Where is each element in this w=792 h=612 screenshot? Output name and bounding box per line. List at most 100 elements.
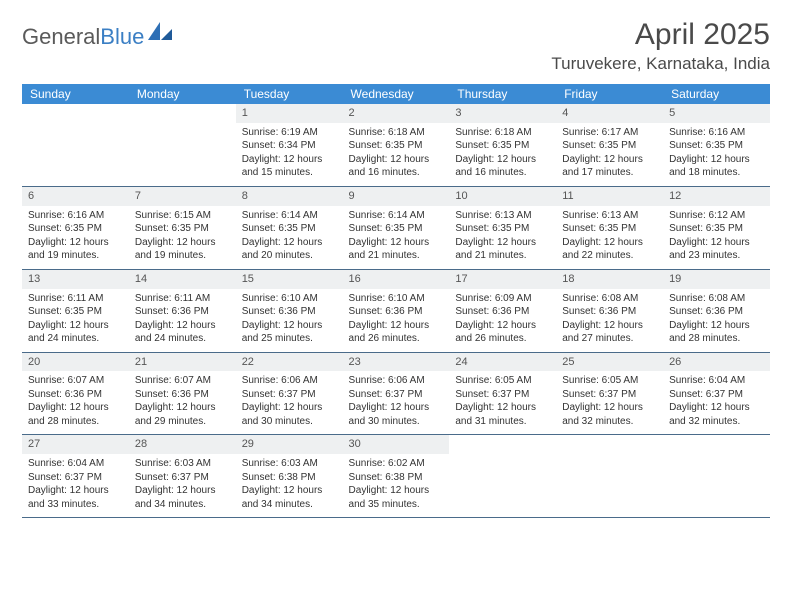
calendar-head: Sunday Monday Tuesday Wednesday Thursday… (22, 84, 770, 104)
sunrise-line: Sunrise: 6:05 AM (455, 374, 550, 388)
d2-line: and 30 minutes. (242, 415, 337, 429)
sunset-line: Sunset: 6:37 PM (28, 471, 123, 485)
sunset-line: Sunset: 6:36 PM (349, 305, 444, 319)
sunrise-line: Sunrise: 6:13 AM (562, 209, 657, 223)
day-number: 24 (449, 353, 556, 372)
d2-line: and 22 minutes. (562, 249, 657, 263)
d1-line: Daylight: 12 hours (349, 484, 444, 498)
day-head: Sunday (22, 84, 129, 104)
day-number: 7 (129, 187, 236, 206)
d2-line: and 19 minutes. (28, 249, 123, 263)
sunset-line: Sunset: 6:35 PM (455, 222, 550, 236)
sunset-line: Sunset: 6:36 PM (562, 305, 657, 319)
day-head: Monday (129, 84, 236, 104)
day-number: 10 (449, 187, 556, 206)
d2-line: and 17 minutes. (562, 166, 657, 180)
day-number: 6 (22, 187, 129, 206)
calendar-cell: 20Sunrise: 6:07 AMSunset: 6:36 PMDayligh… (22, 352, 129, 435)
d1-line: Daylight: 12 hours (562, 401, 657, 415)
calendar-cell: 9Sunrise: 6:14 AMSunset: 6:35 PMDaylight… (343, 186, 450, 269)
d1-line: Daylight: 12 hours (669, 401, 764, 415)
d2-line: and 23 minutes. (669, 249, 764, 263)
calendar-cell: 29Sunrise: 6:03 AMSunset: 6:38 PMDayligh… (236, 435, 343, 518)
day-number: 22 (236, 353, 343, 372)
calendar-row: ..1Sunrise: 6:19 AMSunset: 6:34 PMDaylig… (22, 104, 770, 186)
d1-line: Daylight: 12 hours (242, 401, 337, 415)
calendar-cell: 1Sunrise: 6:19 AMSunset: 6:34 PMDaylight… (236, 104, 343, 186)
sunrise-line: Sunrise: 6:17 AM (562, 126, 657, 140)
day-number: 11 (556, 187, 663, 206)
d1-line: Daylight: 12 hours (349, 153, 444, 167)
d1-line: Daylight: 12 hours (562, 153, 657, 167)
d1-line: Daylight: 12 hours (669, 319, 764, 333)
d1-line: Daylight: 12 hours (349, 236, 444, 250)
sunrise-line: Sunrise: 6:06 AM (349, 374, 444, 388)
sunset-line: Sunset: 6:37 PM (562, 388, 657, 402)
sunset-line: Sunset: 6:35 PM (135, 222, 230, 236)
day-head: Saturday (663, 84, 770, 104)
d2-line: and 34 minutes. (242, 498, 337, 512)
day-number: 1 (236, 104, 343, 123)
sunset-line: Sunset: 6:36 PM (135, 388, 230, 402)
d2-line: and 29 minutes. (135, 415, 230, 429)
calendar-row: 6Sunrise: 6:16 AMSunset: 6:35 PMDaylight… (22, 186, 770, 269)
calendar-cell: 10Sunrise: 6:13 AMSunset: 6:35 PMDayligh… (449, 186, 556, 269)
day-number: 2 (343, 104, 450, 123)
calendar-cell: . (22, 104, 129, 186)
sunrise-line: Sunrise: 6:11 AM (28, 292, 123, 306)
calendar-cell: . (663, 435, 770, 518)
sunrise-line: Sunrise: 6:08 AM (669, 292, 764, 306)
sunset-line: Sunset: 6:34 PM (242, 139, 337, 153)
d2-line: and 18 minutes. (669, 166, 764, 180)
d2-line: and 16 minutes. (455, 166, 550, 180)
calendar-cell: 7Sunrise: 6:15 AMSunset: 6:35 PMDaylight… (129, 186, 236, 269)
d1-line: Daylight: 12 hours (28, 401, 123, 415)
calendar-cell: 19Sunrise: 6:08 AMSunset: 6:36 PMDayligh… (663, 269, 770, 352)
sunset-line: Sunset: 6:38 PM (242, 471, 337, 485)
sunrise-line: Sunrise: 6:09 AM (455, 292, 550, 306)
sunrise-line: Sunrise: 6:08 AM (562, 292, 657, 306)
sunrise-line: Sunrise: 6:14 AM (349, 209, 444, 223)
calendar-cell: 11Sunrise: 6:13 AMSunset: 6:35 PMDayligh… (556, 186, 663, 269)
day-number: 12 (663, 187, 770, 206)
d2-line: and 24 minutes. (28, 332, 123, 346)
d1-line: Daylight: 12 hours (455, 236, 550, 250)
d1-line: Daylight: 12 hours (455, 319, 550, 333)
calendar-cell: 14Sunrise: 6:11 AMSunset: 6:36 PMDayligh… (129, 269, 236, 352)
day-number: 17 (449, 270, 556, 289)
d2-line: and 20 minutes. (242, 249, 337, 263)
sunrise-line: Sunrise: 6:07 AM (135, 374, 230, 388)
sunrise-line: Sunrise: 6:10 AM (242, 292, 337, 306)
sunrise-line: Sunrise: 6:16 AM (28, 209, 123, 223)
sunrise-line: Sunrise: 6:07 AM (28, 374, 123, 388)
sunset-line: Sunset: 6:37 PM (669, 388, 764, 402)
calendar-cell: . (556, 435, 663, 518)
day-number: 15 (236, 270, 343, 289)
d2-line: and 28 minutes. (669, 332, 764, 346)
brand-logo: GeneralBlue (22, 18, 174, 50)
d2-line: and 16 minutes. (349, 166, 444, 180)
d1-line: Daylight: 12 hours (562, 319, 657, 333)
day-head: Tuesday (236, 84, 343, 104)
calendar-cell: 13Sunrise: 6:11 AMSunset: 6:35 PMDayligh… (22, 269, 129, 352)
brand-text: GeneralBlue (22, 24, 144, 50)
day-head: Thursday (449, 84, 556, 104)
brand-part2: Blue (100, 24, 144, 49)
sunrise-line: Sunrise: 6:15 AM (135, 209, 230, 223)
sunrise-line: Sunrise: 6:19 AM (242, 126, 337, 140)
day-number: 5 (663, 104, 770, 123)
sunset-line: Sunset: 6:35 PM (349, 222, 444, 236)
sunset-line: Sunset: 6:35 PM (669, 139, 764, 153)
header-right: April 2025 Turuvekere, Karnataka, India (551, 18, 770, 74)
day-number: 8 (236, 187, 343, 206)
brand-sail-icon (148, 22, 174, 47)
calendar-cell: . (129, 104, 236, 186)
sunrise-line: Sunrise: 6:03 AM (135, 457, 230, 471)
d1-line: Daylight: 12 hours (349, 319, 444, 333)
d2-line: and 35 minutes. (349, 498, 444, 512)
calendar-cell: 21Sunrise: 6:07 AMSunset: 6:36 PMDayligh… (129, 352, 236, 435)
calendar-cell: 22Sunrise: 6:06 AMSunset: 6:37 PMDayligh… (236, 352, 343, 435)
calendar-table: Sunday Monday Tuesday Wednesday Thursday… (22, 84, 770, 518)
sunset-line: Sunset: 6:37 PM (455, 388, 550, 402)
d2-line: and 30 minutes. (349, 415, 444, 429)
